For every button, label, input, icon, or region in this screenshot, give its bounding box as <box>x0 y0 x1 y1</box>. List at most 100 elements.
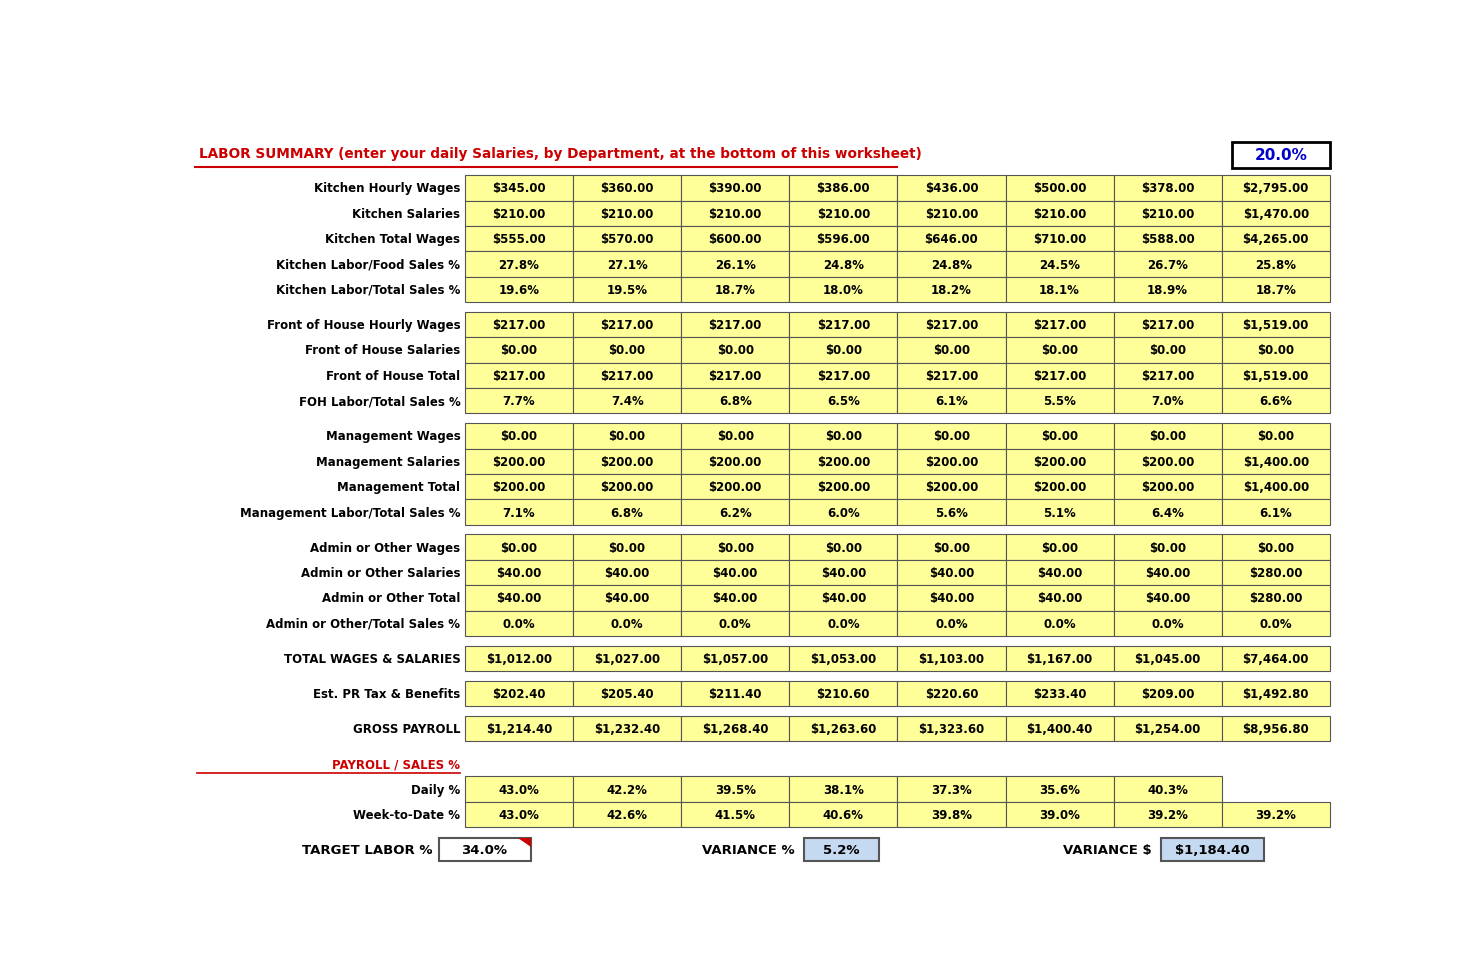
Text: $1,045.00: $1,045.00 <box>1134 652 1201 665</box>
FancyBboxPatch shape <box>1221 363 1330 389</box>
FancyBboxPatch shape <box>898 363 1006 389</box>
FancyBboxPatch shape <box>1113 313 1221 338</box>
Text: $7,464.00: $7,464.00 <box>1242 652 1309 665</box>
Text: Kitchen Salaries: Kitchen Salaries <box>352 207 460 221</box>
FancyBboxPatch shape <box>1006 681 1113 706</box>
FancyBboxPatch shape <box>789 646 898 672</box>
Text: $378.00: $378.00 <box>1141 182 1195 195</box>
Text: $220.60: $220.60 <box>925 687 978 701</box>
Text: 0.0%: 0.0% <box>1260 617 1293 630</box>
FancyBboxPatch shape <box>1221 535 1330 560</box>
Text: $646.00: $646.00 <box>925 233 978 246</box>
Text: $209.00: $209.00 <box>1141 687 1195 701</box>
FancyBboxPatch shape <box>573 252 681 277</box>
Text: 18.7%: 18.7% <box>1255 284 1296 297</box>
Text: 40.3%: 40.3% <box>1147 783 1189 796</box>
FancyBboxPatch shape <box>1113 535 1221 560</box>
Text: 39.2%: 39.2% <box>1255 808 1296 821</box>
Text: $1,254.00: $1,254.00 <box>1134 722 1201 735</box>
Text: Front of House Hourly Wages: Front of House Hourly Wages <box>267 319 460 331</box>
Text: $40.00: $40.00 <box>496 592 542 605</box>
FancyBboxPatch shape <box>1221 716 1330 741</box>
Text: $8,956.80: $8,956.80 <box>1242 722 1309 735</box>
Text: $210.00: $210.00 <box>816 207 870 221</box>
FancyBboxPatch shape <box>573 535 681 560</box>
Text: $390.00: $390.00 <box>708 182 761 195</box>
FancyBboxPatch shape <box>898 646 1006 672</box>
FancyBboxPatch shape <box>789 313 898 338</box>
Text: $217.00: $217.00 <box>601 369 654 383</box>
FancyBboxPatch shape <box>1221 475 1330 500</box>
Text: $40.00: $40.00 <box>1146 592 1190 605</box>
Text: $200.00: $200.00 <box>925 481 978 493</box>
Text: Admin or Other Wages: Admin or Other Wages <box>310 541 460 554</box>
Text: 6.6%: 6.6% <box>1260 394 1293 408</box>
FancyBboxPatch shape <box>898 202 1006 227</box>
Text: $500.00: $500.00 <box>1033 182 1086 195</box>
FancyBboxPatch shape <box>681 338 789 363</box>
FancyBboxPatch shape <box>1221 585 1330 611</box>
FancyBboxPatch shape <box>464 646 573 672</box>
Text: $1,103.00: $1,103.00 <box>919 652 984 665</box>
FancyBboxPatch shape <box>573 611 681 637</box>
FancyBboxPatch shape <box>573 176 681 202</box>
FancyBboxPatch shape <box>1113 176 1221 202</box>
Text: 18.9%: 18.9% <box>1147 284 1189 297</box>
Text: Week-to-Date %: Week-to-Date % <box>353 808 460 821</box>
Text: $40.00: $40.00 <box>604 592 650 605</box>
FancyBboxPatch shape <box>1006 535 1113 560</box>
Text: $217.00: $217.00 <box>493 369 546 383</box>
FancyBboxPatch shape <box>681 646 789 672</box>
FancyBboxPatch shape <box>1221 611 1330 637</box>
Text: 0.0%: 0.0% <box>1043 617 1076 630</box>
Text: $0.00: $0.00 <box>1257 344 1294 357</box>
Text: $210.00: $210.00 <box>493 207 546 221</box>
Text: 42.2%: 42.2% <box>607 783 647 796</box>
Text: 26.1%: 26.1% <box>715 259 755 271</box>
FancyBboxPatch shape <box>898 716 1006 741</box>
Polygon shape <box>518 838 531 847</box>
Text: $0.00: $0.00 <box>1040 541 1079 554</box>
FancyBboxPatch shape <box>1006 423 1113 449</box>
Text: $1,214.40: $1,214.40 <box>485 722 552 735</box>
Text: 6.8%: 6.8% <box>718 394 752 408</box>
Text: $200.00: $200.00 <box>816 481 870 493</box>
FancyBboxPatch shape <box>1006 202 1113 227</box>
Text: $40.00: $40.00 <box>821 592 867 605</box>
FancyBboxPatch shape <box>1113 202 1221 227</box>
Text: $40.00: $40.00 <box>929 567 974 579</box>
Text: $386.00: $386.00 <box>816 182 870 195</box>
FancyBboxPatch shape <box>789 202 898 227</box>
Text: Kitchen Hourly Wages: Kitchen Hourly Wages <box>315 182 460 195</box>
FancyBboxPatch shape <box>573 681 681 706</box>
Text: $360.00: $360.00 <box>601 182 654 195</box>
FancyBboxPatch shape <box>573 363 681 389</box>
FancyBboxPatch shape <box>681 313 789 338</box>
Text: $1,057.00: $1,057.00 <box>702 652 769 665</box>
Text: $217.00: $217.00 <box>708 369 761 383</box>
FancyBboxPatch shape <box>789 389 898 414</box>
Text: FOH Labor/Total Sales %: FOH Labor/Total Sales % <box>298 394 460 408</box>
FancyBboxPatch shape <box>1113 802 1221 828</box>
FancyBboxPatch shape <box>898 585 1006 611</box>
Text: 26.7%: 26.7% <box>1147 259 1189 271</box>
FancyBboxPatch shape <box>898 252 1006 277</box>
FancyBboxPatch shape <box>1160 838 1264 860</box>
Text: 5.5%: 5.5% <box>1043 394 1076 408</box>
Text: 43.0%: 43.0% <box>499 783 540 796</box>
Text: $1,492.80: $1,492.80 <box>1242 687 1309 701</box>
Text: $1,519.00: $1,519.00 <box>1242 369 1309 383</box>
Text: $280.00: $280.00 <box>1250 592 1303 605</box>
FancyBboxPatch shape <box>1232 142 1330 170</box>
FancyBboxPatch shape <box>573 802 681 828</box>
FancyBboxPatch shape <box>898 227 1006 252</box>
Text: 19.6%: 19.6% <box>499 284 540 297</box>
FancyBboxPatch shape <box>1221 338 1330 363</box>
FancyBboxPatch shape <box>1006 338 1113 363</box>
FancyBboxPatch shape <box>789 802 898 828</box>
FancyBboxPatch shape <box>573 277 681 303</box>
Text: $0.00: $0.00 <box>717 541 754 554</box>
FancyBboxPatch shape <box>681 389 789 414</box>
FancyBboxPatch shape <box>573 475 681 500</box>
Text: $210.00: $210.00 <box>708 207 761 221</box>
